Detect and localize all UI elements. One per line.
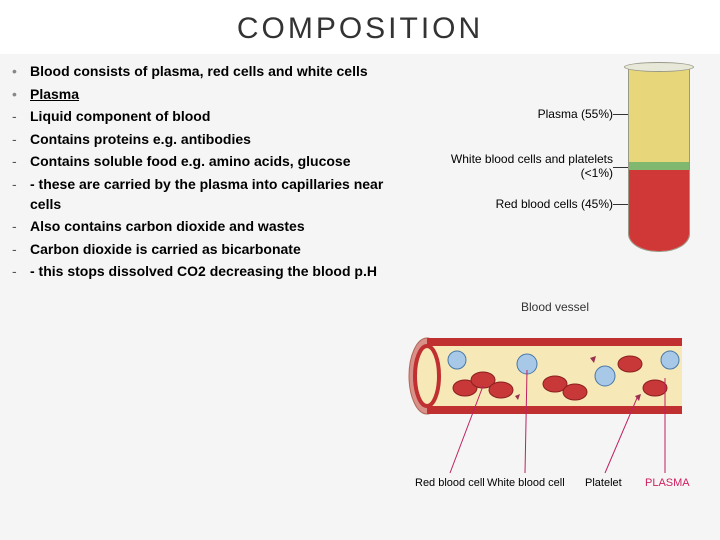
bullet-text: - these are carried by the plasma into c… — [30, 175, 397, 214]
list-item: -Carbon dioxide is carried as bicarbonat… — [12, 240, 397, 260]
bullet-marker: - — [12, 217, 30, 237]
tube-label-plasma: Plasma (55%) — [463, 107, 613, 121]
bullet-marker: • — [12, 62, 30, 82]
bullet-text: Contains soluble food e.g. amino acids, … — [30, 152, 397, 172]
blood-vessel-diagram: Red blood cell White blood cell Platelet… — [405, 318, 700, 503]
blood-vessel-figure: Blood vessel — [405, 300, 705, 510]
page-title: COMPOSITION — [0, 12, 720, 46]
title-bar: COMPOSITION — [0, 0, 720, 54]
bullet-text: Plasma — [30, 85, 397, 105]
list-item: -Contains soluble food e.g. amino acids,… — [12, 152, 397, 172]
vessel-label-plasma: PLASMA — [645, 477, 690, 489]
list-item: -Liquid component of blood — [12, 107, 397, 127]
bullet-marker: - — [12, 130, 30, 150]
bullet-text: Also contains carbon dioxide and wastes — [30, 217, 397, 237]
bullet-marker: - — [12, 175, 30, 214]
tube-label-wbc: White blood cells and platelets (<1%) — [433, 152, 613, 181]
vessel-label-rbc: Red blood cell — [415, 477, 485, 489]
bullet-list: •Blood consists of plasma, red cells and… — [12, 62, 397, 285]
vessel-label-platelet: Platelet — [585, 477, 622, 489]
vessel-title: Blood vessel — [405, 300, 705, 314]
tube-layer-plasma — [629, 67, 689, 162]
tube-layer-wbc — [629, 162, 689, 170]
bullet-text: Blood consists of plasma, red cells and … — [30, 62, 397, 82]
bullet-marker: - — [12, 107, 30, 127]
bullet-marker: - — [12, 262, 30, 282]
list-item: •Plasma — [12, 85, 397, 105]
bullet-text: Carbon dioxide is carried as bicarbonate — [30, 240, 397, 260]
list-item: -Also contains carbon dioxide and wastes — [12, 217, 397, 237]
bullet-marker: • — [12, 85, 30, 105]
bullet-text: - this stops dissolved CO2 decreasing th… — [30, 262, 397, 282]
content-area: •Blood consists of plasma, red cells and… — [0, 54, 720, 293]
bullet-marker: - — [12, 240, 30, 260]
tube-layer-rbc — [629, 170, 689, 251]
list-item: -Contains proteins e.g. antibodies — [12, 130, 397, 150]
bullet-text: Contains proteins e.g. antibodies — [30, 130, 397, 150]
list-item: -- these are carried by the plasma into … — [12, 175, 397, 214]
list-item: -- this stops dissolved CO2 decreasing t… — [12, 262, 397, 282]
list-item: •Blood consists of plasma, red cells and… — [12, 62, 397, 82]
bullet-text: Liquid component of blood — [30, 107, 397, 127]
tube-label-rbc: Red blood cells (45%) — [433, 197, 613, 211]
bullet-marker: - — [12, 152, 30, 172]
test-tube-icon — [628, 62, 690, 257]
vessel-label-wbc: White blood cell — [487, 477, 565, 489]
test-tube-figure: Plasma (55%) White blood cells and plate… — [409, 62, 708, 267]
figures-column: Plasma (55%) White blood cells and plate… — [397, 62, 708, 285]
